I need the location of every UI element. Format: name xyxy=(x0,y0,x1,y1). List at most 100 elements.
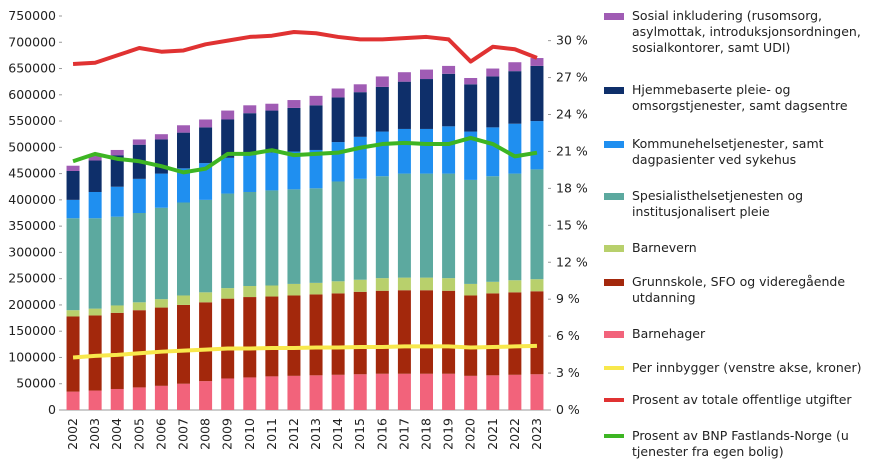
bar-segment xyxy=(88,308,102,316)
bar-segment xyxy=(420,373,433,410)
x-tick-label: 2013 xyxy=(308,418,323,450)
bar-segment xyxy=(132,213,146,303)
bar-segment xyxy=(88,390,102,410)
bar-segment xyxy=(397,173,411,278)
bar-segment xyxy=(177,202,190,296)
bar-segment xyxy=(464,77,478,85)
bar-segment xyxy=(464,84,478,132)
bar-segment xyxy=(154,299,168,308)
bar-segment xyxy=(265,285,279,297)
bar-segment xyxy=(353,136,367,179)
bar-segment xyxy=(442,173,456,279)
bar-segment xyxy=(66,170,80,200)
bar-segment xyxy=(221,119,235,158)
bar-segment xyxy=(265,376,279,410)
bar-segment xyxy=(309,95,323,106)
bar-segment xyxy=(287,107,301,152)
bar-segment xyxy=(508,374,522,410)
bar-segment xyxy=(486,68,500,77)
bar-segment xyxy=(353,92,367,137)
y2-tick-label: 0 % xyxy=(556,402,580,417)
bar-segment xyxy=(375,278,389,291)
y2-tick-label: 15 % xyxy=(556,217,588,232)
x-tick-label: 2016 xyxy=(374,418,389,450)
bar-segment xyxy=(397,128,411,174)
bar-segment xyxy=(508,280,522,293)
bar-segment xyxy=(154,307,168,386)
bar-segment xyxy=(420,79,433,129)
bar-segment xyxy=(243,286,257,298)
bar-segment xyxy=(221,193,235,289)
bar-segment xyxy=(375,76,389,87)
y2-tick-label: 30 % xyxy=(556,33,588,48)
y-tick-label: 150000 xyxy=(8,323,56,338)
bar-segment xyxy=(420,290,433,374)
y2-tick-label: 18 % xyxy=(556,180,588,195)
legend-label: Kommunehelsetjenester, samt dagpasienter… xyxy=(632,136,824,167)
bar-segment xyxy=(375,290,389,374)
x-tick-label: 2008 xyxy=(198,418,213,450)
bar-segment xyxy=(221,157,235,194)
bar-segment xyxy=(442,373,456,410)
bar-segment xyxy=(110,312,124,389)
bar-segment xyxy=(309,375,323,410)
legend-label: Barnehager xyxy=(632,326,706,341)
bar-segment xyxy=(442,290,456,374)
legend-label: Per innbygger (venstre akse, kroner) xyxy=(632,360,862,375)
bar-segment xyxy=(420,277,433,291)
bar-segment xyxy=(66,165,80,171)
bar-segment xyxy=(420,128,433,174)
y-tick-label: 500000 xyxy=(8,139,56,154)
bar-segment xyxy=(397,81,411,129)
bar-segment xyxy=(397,72,411,82)
bar-segment xyxy=(177,383,190,410)
bar-segment xyxy=(132,139,146,145)
legend-swatch xyxy=(604,87,624,94)
legend-label: Prosent av totale offentlige utgifter xyxy=(632,392,852,407)
bar-segment xyxy=(243,105,257,114)
bar-segment xyxy=(243,155,257,192)
bar-segment xyxy=(486,375,500,410)
bar-segment xyxy=(110,155,124,187)
legend-item: Sosial inkludering (rusomsorg, asylmotta… xyxy=(604,8,882,56)
legend-item: Hjemmebaserte pleie- og omsorgstjenester… xyxy=(604,82,882,114)
bar-segment xyxy=(397,373,411,410)
bar-segment xyxy=(331,374,345,410)
chart: 0 50000 100000 150000 200000 250000 300000 3500… xyxy=(8,8,588,450)
bar-segment xyxy=(331,97,345,143)
bar-segment xyxy=(88,315,102,391)
legend-item: Prosent av BNP Fastlands-Norge (u tjenes… xyxy=(604,428,882,460)
bar-segment xyxy=(132,302,146,311)
bar-segment xyxy=(353,178,367,280)
bar-segment xyxy=(88,191,102,219)
line-series xyxy=(72,30,538,67)
bar-segment xyxy=(530,291,544,375)
bar-segment xyxy=(110,149,124,156)
x-tick-label: 2015 xyxy=(352,418,367,450)
bar-segment xyxy=(486,176,500,282)
legend-label: Spesialisthelsetjenesten og institusjona… xyxy=(632,188,804,219)
x-tick-label: 2023 xyxy=(529,418,544,450)
bar-segment xyxy=(265,152,279,191)
x-tick-label: 2009 xyxy=(220,418,235,450)
bar-segment xyxy=(154,134,168,140)
line-series xyxy=(72,135,538,175)
bar-segment xyxy=(199,163,213,200)
legend-swatch xyxy=(604,141,624,148)
bar-segment xyxy=(66,316,80,392)
y-tick-label: 0 xyxy=(48,402,56,417)
y2-tick-label: 21 % xyxy=(556,143,588,158)
legend-swatch xyxy=(604,398,624,402)
bar-segment xyxy=(199,292,213,303)
bar-segment xyxy=(132,310,146,388)
y-tick-label: 400000 xyxy=(8,192,56,207)
bar-segment xyxy=(309,294,323,376)
bar-segment xyxy=(353,374,367,410)
bar-segment xyxy=(309,149,323,189)
y-tick-label: 650000 xyxy=(8,61,56,76)
legend-item: Barnevern xyxy=(604,240,882,256)
y-tick-label: 750000 xyxy=(8,8,56,23)
legend-label: Sosial inkludering (rusomsorg, asylmotta… xyxy=(632,8,861,55)
legend-swatch xyxy=(604,366,624,370)
bar-segment xyxy=(331,142,345,182)
